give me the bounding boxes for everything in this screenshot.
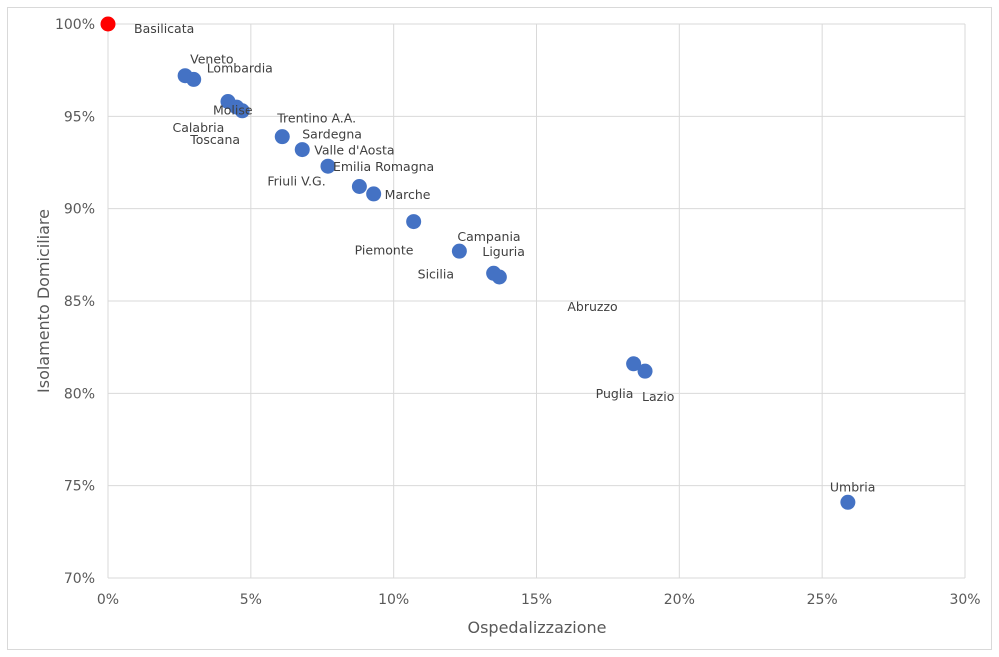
data-label: Liguria <box>482 244 525 259</box>
x-tick-label: 0% <box>97 592 119 608</box>
data-label: Emilia Romagna <box>333 159 434 174</box>
x-axis-ticks: 0% 5% 10% 15% 20% 25% 30% <box>97 592 981 608</box>
y-tick-label: 85% <box>64 294 95 310</box>
data-point <box>840 494 856 510</box>
data-label: Sardegna <box>302 127 362 142</box>
data-point <box>637 363 653 379</box>
data-label: Piemonte <box>355 243 414 258</box>
data-label: Lombardia <box>207 60 273 75</box>
data-point <box>406 214 422 230</box>
x-tick-label: 5% <box>240 592 262 608</box>
data-label: Valle d'Aosta <box>314 143 394 158</box>
data-label: Lazio <box>642 389 674 404</box>
data-label: Trentino A.A. <box>276 111 356 126</box>
x-axis-label: Ospedalizzazione <box>468 618 607 637</box>
y-axis-label: Isolamento Domiciliare <box>34 209 53 393</box>
data-point <box>626 356 642 372</box>
y-tick-label: 80% <box>64 386 95 402</box>
y-tick-label: 95% <box>64 109 95 125</box>
data-label: Molise <box>213 103 253 118</box>
data-point <box>294 142 310 158</box>
data-label: Umbria <box>830 479 876 494</box>
x-tick-label: 15% <box>521 592 552 608</box>
chart-frame <box>7 7 992 650</box>
x-tick-label: 10% <box>378 592 409 608</box>
y-axis-ticks: 70% 75% 80% 85% 90% 95% 100% <box>55 17 95 587</box>
data-label: Puglia <box>596 386 634 401</box>
x-tick-label: 20% <box>664 592 695 608</box>
data-label: Friuli V.G. <box>267 174 325 189</box>
data-label: Sicilia <box>418 266 454 281</box>
y-tick-label: 75% <box>64 479 95 495</box>
data-point <box>366 186 382 202</box>
data-point <box>234 103 250 119</box>
data-point <box>274 129 290 145</box>
data-label: Veneto <box>190 52 233 67</box>
data-point <box>100 16 116 32</box>
data-point <box>186 71 202 87</box>
data-labels: BasilicataVenetoLombardiaMoliseCalabriaT… <box>134 21 875 494</box>
y-tick-label: 70% <box>64 571 95 587</box>
data-label: Campania <box>457 229 520 244</box>
data-label: Basilicata <box>134 21 194 36</box>
x-tick-label: 25% <box>807 592 838 608</box>
y-tick-label: 100% <box>55 17 95 33</box>
data-point <box>451 243 467 259</box>
data-point <box>351 179 367 195</box>
data-label: Marche <box>385 187 431 202</box>
data-point <box>320 158 336 174</box>
data-label: Abruzzo <box>567 299 617 314</box>
data-points <box>100 16 856 510</box>
data-point <box>491 269 507 285</box>
data-label: Toscana <box>189 132 240 147</box>
x-tick-label: 30% <box>949 592 980 608</box>
data-label: Calabria <box>173 120 225 135</box>
y-tick-label: 90% <box>64 202 95 218</box>
gridlines <box>107 23 966 579</box>
